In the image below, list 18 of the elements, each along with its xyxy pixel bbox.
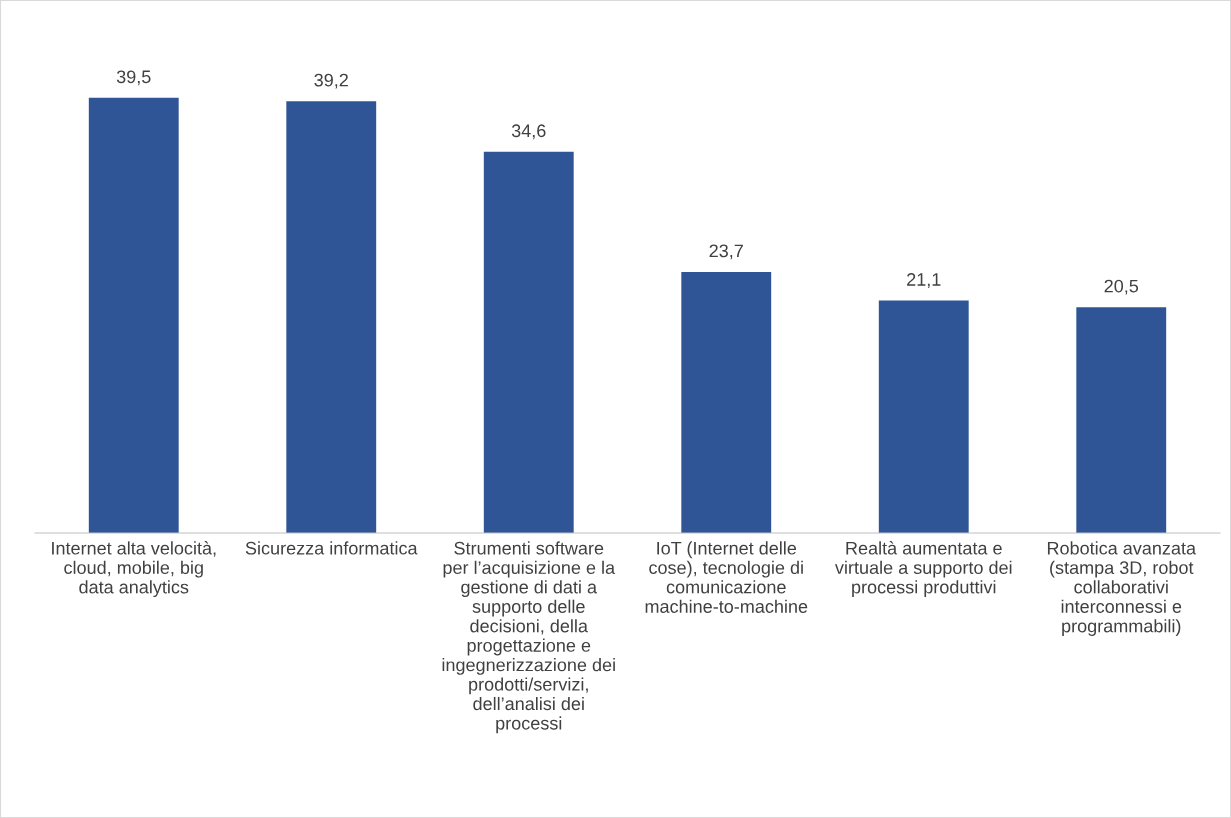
bar — [878, 300, 969, 533]
x-tick-label: Realtà aumentata e virtuale a supporto dei processi produttivi — [834, 541, 1012, 598]
x-tick-label: Robotica avanzata (stampa 3D, robot collaborativi interconnessi e programmabili) — [1047, 541, 1197, 636]
category-label: Strumenti software per l’acquisizione e la gestione di dati a supporto delle decisioni, della progettazione e ingegnerizzazione dei prodotti/servizi, dell’analisi dei processi — [442, 541, 616, 734]
data-label: 39,2 — [314, 73, 348, 89]
x-tick-label: Internet alta velocità, cloud, mobile, big data analytics — [52, 541, 216, 598]
data-label: 39,5 — [116, 70, 151, 86]
data-label: 23,7 — [709, 244, 743, 260]
x-tick-label: IoT (Internet delle cose), tecnologie di comunicazione machine-to-machine — [645, 541, 808, 613]
bar — [1076, 307, 1167, 533]
data-label: 21,1 — [907, 273, 941, 289]
bar — [88, 97, 179, 533]
data-label: 34,6 — [511, 124, 546, 140]
bar — [286, 101, 377, 533]
x-tick-label: Sicurezza informatica — [245, 541, 418, 555]
data-label: 20,5 — [1104, 279, 1139, 295]
bar — [681, 271, 772, 533]
bar — [483, 151, 574, 533]
